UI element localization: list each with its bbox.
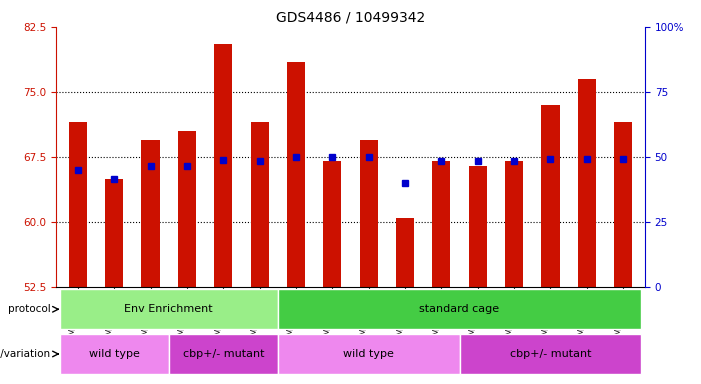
FancyBboxPatch shape (278, 334, 460, 374)
Bar (505, 161, 523, 287)
Text: protocol: protocol (8, 304, 50, 314)
Bar (215, 44, 232, 287)
FancyBboxPatch shape (278, 289, 641, 329)
Bar (541, 105, 559, 287)
Bar (614, 122, 632, 287)
Bar (396, 218, 414, 287)
Bar (433, 161, 451, 287)
Bar (69, 122, 87, 287)
Text: cbp+/- mutant: cbp+/- mutant (182, 349, 264, 359)
Bar (250, 122, 268, 287)
Bar (578, 79, 596, 287)
Bar (287, 61, 305, 287)
Bar (105, 179, 123, 287)
Text: cbp+/- mutant: cbp+/- mutant (510, 349, 591, 359)
FancyBboxPatch shape (169, 334, 278, 374)
Text: Env Enrichment: Env Enrichment (125, 304, 213, 314)
FancyBboxPatch shape (60, 334, 169, 374)
Bar (178, 131, 196, 287)
Title: GDS4486 / 10499342: GDS4486 / 10499342 (276, 10, 425, 24)
Bar (323, 161, 341, 287)
Bar (360, 139, 378, 287)
Text: genotype/variation: genotype/variation (0, 349, 50, 359)
Text: wild type: wild type (343, 349, 394, 359)
Text: wild type: wild type (89, 349, 139, 359)
Bar (142, 139, 160, 287)
FancyBboxPatch shape (460, 334, 641, 374)
Text: standard cage: standard cage (419, 304, 500, 314)
Bar (469, 166, 486, 287)
FancyBboxPatch shape (60, 289, 278, 329)
